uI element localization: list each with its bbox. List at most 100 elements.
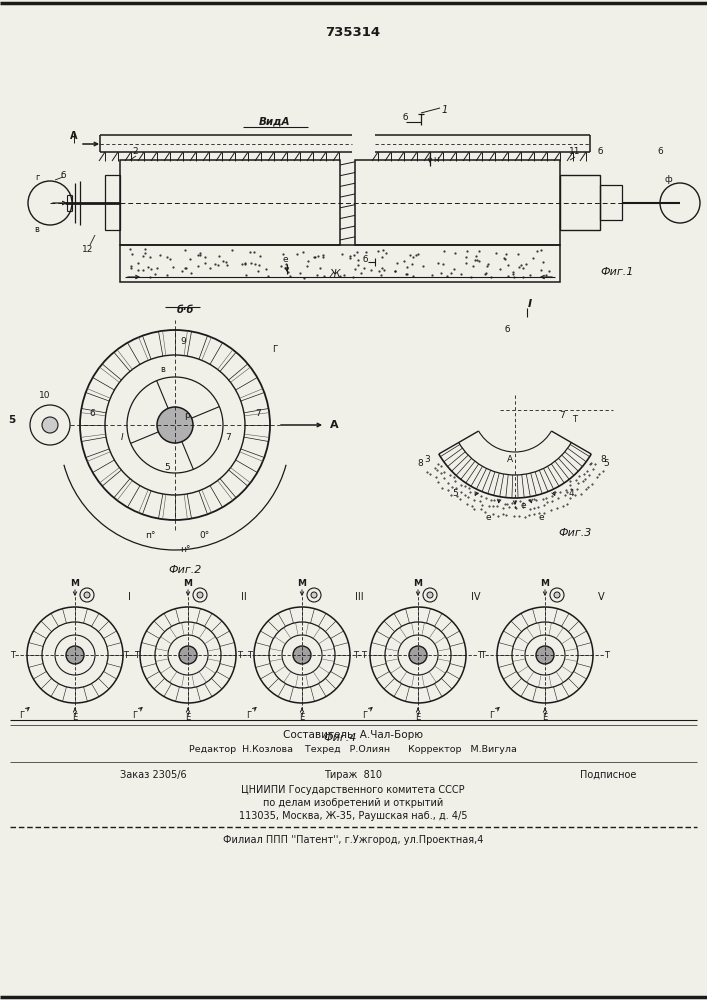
Text: ВидА: ВидА: [259, 117, 291, 127]
Text: Е: Е: [185, 712, 191, 722]
Text: 11: 11: [569, 147, 580, 156]
Text: Г: Г: [272, 346, 278, 355]
Text: 3: 3: [424, 454, 430, 464]
Text: 10: 10: [40, 390, 51, 399]
Text: А: А: [329, 420, 339, 430]
Text: II: II: [241, 592, 247, 602]
Text: 5: 5: [164, 464, 170, 473]
Text: IV: IV: [471, 592, 481, 602]
Text: Филиал ППП ''Патент'', г.Ужгород, ул.Проектная,4: Филиал ППП ''Патент'', г.Ужгород, ул.Про…: [223, 835, 483, 845]
Circle shape: [409, 646, 427, 664]
Text: А: А: [507, 456, 513, 464]
Text: 7: 7: [225, 432, 231, 442]
Text: Ж: Ж: [329, 269, 340, 279]
Text: 6: 6: [89, 408, 95, 418]
Text: Подписное: Подписное: [580, 770, 636, 780]
Text: 7: 7: [255, 408, 261, 418]
Text: п°: п°: [145, 530, 156, 540]
Text: Т: Т: [477, 650, 482, 660]
Circle shape: [179, 646, 197, 664]
Text: 5: 5: [603, 458, 609, 468]
Text: 8: 8: [417, 458, 423, 468]
Text: 6: 6: [657, 147, 663, 156]
Text: 0°: 0°: [200, 530, 210, 540]
Text: е: е: [282, 255, 288, 264]
Text: е: е: [520, 502, 526, 510]
Text: б: б: [504, 326, 510, 334]
Text: Е: Е: [542, 712, 548, 722]
Circle shape: [42, 417, 58, 433]
Text: в: в: [35, 225, 40, 233]
Bar: [120, 160, 340, 245]
Text: Т: Т: [124, 650, 129, 660]
Text: 5: 5: [452, 489, 458, 498]
Text: 4: 4: [568, 489, 574, 498]
Text: Г: Г: [489, 710, 495, 720]
Text: по делам изобретений и открытий: по делам изобретений и открытий: [263, 798, 443, 808]
Text: III: III: [355, 592, 363, 602]
Bar: [120, 245, 560, 282]
Text: V: V: [598, 592, 604, 602]
Text: 9: 9: [180, 338, 186, 347]
Circle shape: [536, 646, 554, 664]
Circle shape: [427, 592, 433, 598]
Text: 113035, Москва, Ж-35, Раушская наб., д. 4/5: 113035, Москва, Ж-35, Раушская наб., д. …: [239, 811, 467, 821]
Text: Т: Т: [361, 650, 366, 660]
Text: Г: Г: [363, 710, 368, 720]
Text: Заказ 2305/6: Заказ 2305/6: [120, 770, 187, 780]
Text: 735314: 735314: [325, 25, 380, 38]
Text: I: I: [128, 592, 131, 602]
Circle shape: [197, 592, 203, 598]
Text: М: М: [414, 578, 423, 587]
Text: Фиг.3: Фиг.3: [559, 528, 592, 538]
Text: Е: Е: [416, 712, 421, 722]
Text: 5: 5: [8, 415, 16, 425]
Circle shape: [84, 592, 90, 598]
Text: Фиг.2: Фиг.2: [168, 565, 201, 575]
Text: 1: 1: [442, 105, 448, 115]
Circle shape: [157, 407, 193, 443]
Text: Е: Е: [299, 712, 305, 722]
Text: Составитель  А.Чал-Борю: Составитель А.Чал-Борю: [283, 730, 423, 740]
Text: М: М: [540, 578, 549, 587]
Text: Т: Т: [354, 650, 358, 660]
Text: Т: Т: [238, 650, 243, 660]
Text: е: е: [486, 514, 491, 522]
Circle shape: [311, 592, 317, 598]
Text: Г: Г: [132, 710, 138, 720]
Circle shape: [293, 646, 311, 664]
Text: I: I: [121, 432, 123, 442]
Text: г: г: [35, 172, 39, 182]
Text: 7: 7: [559, 410, 565, 420]
Text: Т: Т: [573, 416, 578, 424]
Text: б: б: [362, 255, 368, 264]
Text: Т: Т: [604, 650, 609, 660]
Bar: [600, 185, 622, 220]
Text: ЦНИИПИ Государственного комитета СССР: ЦНИИПИ Государственного комитета СССР: [241, 785, 464, 795]
Text: Фиг.1: Фиг.1: [600, 267, 633, 277]
Text: е: е: [539, 514, 544, 522]
Text: Т: Т: [11, 650, 16, 660]
Text: б: б: [60, 170, 66, 180]
Text: б: б: [402, 113, 408, 122]
Text: Г: Г: [247, 710, 252, 720]
Bar: [105, 175, 120, 230]
Text: Фиг.4: Фиг.4: [323, 733, 357, 743]
Text: Редактор  Н.Козлова    Техред   Р.Олиян      Корректор   М.Вигула: Редактор Н.Козлова Техред Р.Олиян Коррек…: [189, 746, 517, 754]
Text: н°: н°: [180, 546, 190, 554]
Text: 2: 2: [132, 147, 138, 156]
Text: А: А: [70, 131, 78, 141]
Text: Г: Г: [19, 710, 25, 720]
Text: в: в: [160, 364, 165, 373]
Text: б: б: [597, 147, 603, 156]
Text: Т: Т: [134, 650, 139, 660]
Text: I: I: [528, 299, 532, 309]
Text: Т: Т: [481, 650, 486, 660]
Text: б·б: б·б: [176, 305, 194, 315]
Text: н: н: [433, 155, 439, 164]
Text: М: М: [298, 578, 307, 587]
Text: Е: Е: [72, 712, 78, 722]
Bar: [355, 160, 560, 245]
Bar: [560, 175, 600, 230]
Text: 12: 12: [82, 245, 94, 254]
